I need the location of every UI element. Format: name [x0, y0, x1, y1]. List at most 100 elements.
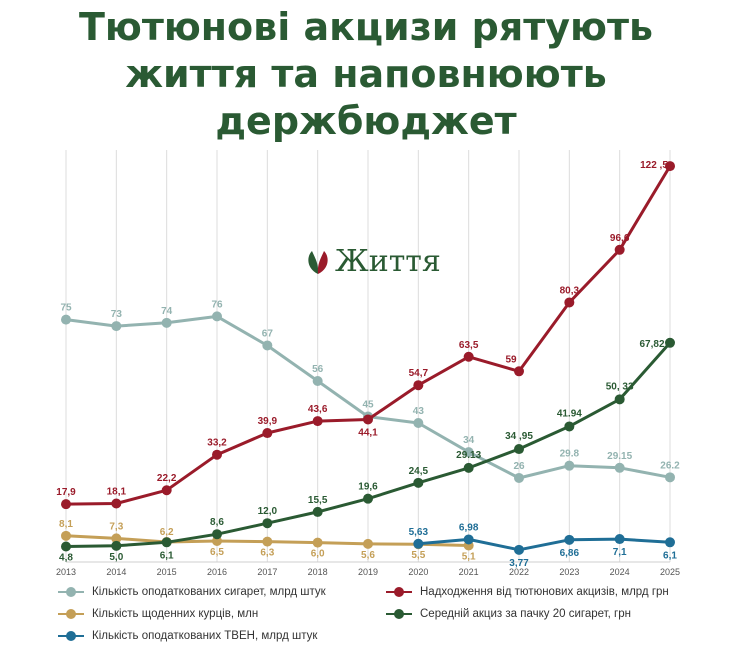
data-label-exc: 34 ,95 [505, 431, 533, 442]
data-label-cig: 29.15 [607, 451, 632, 462]
x-tick-label: 2022 [509, 567, 529, 577]
chart-title: Тютюнові акцизи рятують життя та наповню… [0, 4, 732, 145]
data-point-cig [413, 418, 424, 429]
data-label-exc: 41.94 [557, 408, 582, 419]
data-point-rev [161, 485, 172, 496]
data-label-cig: 75 [60, 303, 72, 314]
x-tick-label: 2023 [559, 567, 579, 577]
data-label-rev: 17,9 [56, 487, 76, 498]
data-point-cig [514, 472, 524, 483]
data-label-cig: 26 [513, 461, 525, 472]
data-label-cig: 76 [211, 299, 223, 310]
data-point-smk [111, 533, 122, 544]
data-label-cig: 56 [312, 364, 324, 375]
data-point-rev [212, 449, 222, 460]
data-point-rev [61, 499, 71, 510]
legend-label: Кількість щоденних курців, млн [92, 608, 259, 620]
data-label-cig: 45 [362, 400, 374, 411]
data-label-rev: 43,6 [308, 404, 328, 415]
data-label-hnb: 6,98 [459, 522, 479, 533]
data-point-rev [514, 366, 524, 377]
data-point-cig [463, 447, 474, 458]
data-label-smk: 6,3 [260, 548, 274, 559]
data-point-rev [363, 414, 373, 425]
data-label-exc: 5,0 [109, 552, 123, 563]
data-point-exc [161, 537, 172, 548]
data-point-rev [262, 428, 273, 439]
chart-title-line-1: Тютюнові акцизи рятують [78, 5, 654, 49]
x-tick-label: 2024 [610, 567, 630, 577]
data-point-exc [665, 337, 675, 348]
logo-text: Життя [335, 244, 441, 279]
data-point-exc [212, 529, 222, 540]
legend-label: Кількість оподаткованих ТВЕН, млрд штук [92, 630, 318, 642]
data-point-exc [564, 421, 575, 432]
data-label-exc: 50, 33 [606, 381, 634, 392]
x-tick-label: 2017 [257, 567, 277, 577]
data-label-smk: 5,1 [462, 552, 476, 563]
legend-item-cigarettes: Кількість оподаткованих сигарет, млрд шт… [58, 586, 326, 598]
data-point-cig [312, 376, 323, 387]
data-label-exc: 29.13 [456, 450, 481, 461]
data-label-rev: 63,5 [459, 340, 479, 351]
data-point-cig [61, 314, 71, 325]
data-label-rev: 44,1 [358, 427, 378, 438]
data-label-exc: 8,6 [210, 517, 224, 528]
data-label-exc: 67,82 [639, 339, 664, 350]
data-label-smk: 6,5 [210, 547, 224, 558]
data-point-cig [212, 311, 222, 322]
data-point-exc [363, 493, 373, 504]
legend-marker [386, 587, 412, 597]
data-point-smk [363, 538, 373, 549]
legend-marker [386, 609, 412, 619]
data-label-hnb: 7,1 [613, 547, 627, 558]
data-point-rev [312, 416, 323, 427]
data-label-smk: 5,5 [411, 550, 425, 561]
data-point-hnb [665, 537, 675, 548]
x-tick-label: 2015 [157, 567, 177, 577]
data-point-rev [413, 380, 424, 391]
x-tick-label: 2013 [56, 567, 76, 577]
legend-item-smokers: Кількість щоденних курців, млн [58, 608, 258, 620]
data-label-exc: 15,5 [308, 495, 328, 506]
data-point-cig [614, 462, 625, 473]
data-label-exc: 4,8 [59, 552, 73, 563]
x-tick-label: 2019 [358, 567, 378, 577]
data-point-rev [614, 244, 625, 255]
x-tick-label: 2014 [106, 567, 126, 577]
legend-item-heated-tobacco: Кількість оподаткованих ТВЕН, млрд штук [58, 630, 317, 642]
data-label-cig: 73 [111, 309, 123, 320]
series-line-hnb [418, 537, 671, 552]
data-label-hnb: 3,77 [509, 558, 529, 569]
legend-marker [58, 609, 84, 619]
legend-marker [58, 587, 84, 597]
data-point-hnb [564, 534, 575, 545]
chart-title-line-3: держбюджет [215, 99, 517, 143]
x-tick-label: 2025 [660, 567, 680, 577]
data-label-rev: 54,7 [409, 368, 429, 379]
legend-marker [58, 631, 84, 641]
data-point-rev [111, 498, 122, 509]
data-label-cig: 74 [161, 306, 173, 317]
x-tick-label: 2018 [308, 567, 328, 577]
data-label-hnb: 5,63 [409, 527, 429, 538]
chart-title-line-2: життя та наповнюють [125, 52, 607, 96]
data-point-rev [564, 297, 575, 308]
data-point-exc [463, 462, 474, 473]
data-label-rev: 22,2 [157, 473, 177, 484]
leaf-icon [308, 250, 328, 274]
data-label-smk: 6,2 [160, 527, 174, 538]
legend-item-revenue: Надходження від тютюнових акцизів, млрд … [386, 586, 669, 598]
x-tick-label: 2016 [207, 567, 227, 577]
data-label-cig: 34 [463, 435, 475, 446]
data-label-rev: 18,1 [107, 487, 127, 498]
data-point-exc [262, 518, 273, 529]
data-point-cig [262, 340, 273, 351]
legend-label: Кількість оподаткованих сигарет, млрд шт… [92, 586, 326, 598]
data-point-cig [665, 472, 675, 483]
data-point-exc [413, 477, 424, 488]
data-point-rev [665, 161, 675, 172]
data-label-exc: 12,0 [258, 506, 278, 517]
data-label-smk: 7,3 [109, 521, 123, 532]
data-label-cig: 67 [262, 328, 274, 339]
